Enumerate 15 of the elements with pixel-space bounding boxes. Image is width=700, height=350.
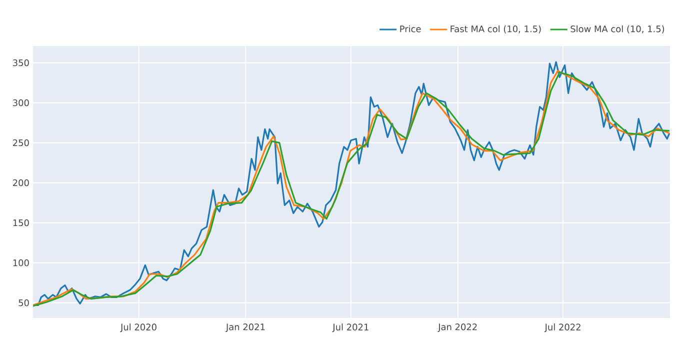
y-tick-label: 100: [13, 259, 29, 266]
legend-label: Price: [400, 25, 421, 32]
x-tick-label: Jan 2021: [226, 324, 265, 332]
x-tick-label: Jul 2022: [544, 324, 580, 332]
y-tick-label: 150: [13, 219, 29, 226]
x-tick-label: Jul 2021: [332, 324, 368, 332]
legend-label: Fast MA col (10, 1.5): [450, 25, 541, 34]
legend-label: Slow MA col (10, 1.5): [570, 25, 664, 34]
y-tick-label: 200: [13, 179, 29, 186]
y-tick-label: 300: [13, 99, 29, 106]
x-tick-label: Jul 2020: [120, 324, 156, 332]
y-tick-label: 50: [18, 299, 29, 306]
y-tick-label: 350: [13, 59, 29, 66]
y-tick-label: 250: [13, 139, 29, 146]
x-tick-label: Jan 2022: [438, 324, 477, 332]
